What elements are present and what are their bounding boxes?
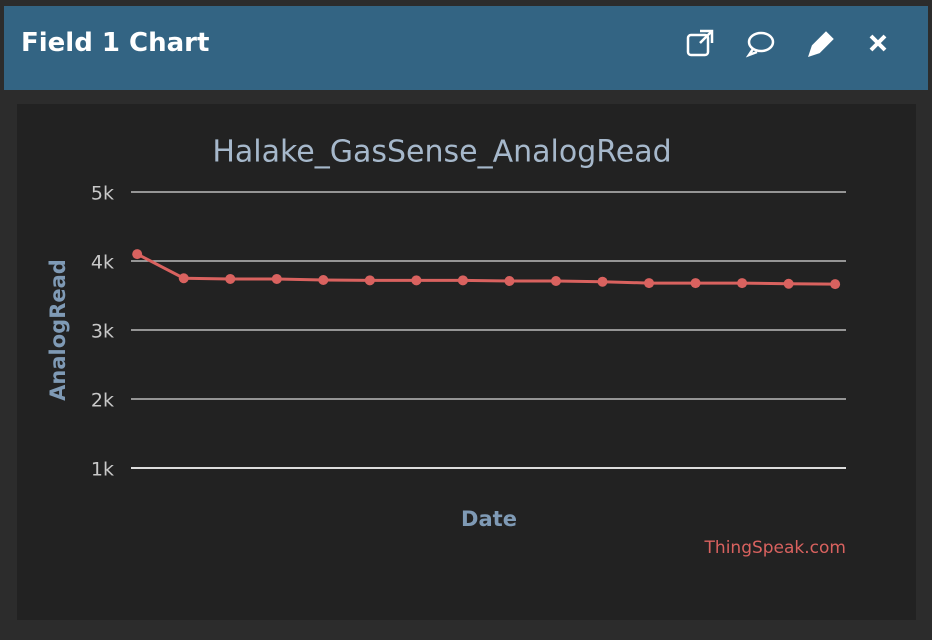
data-point (783, 278, 794, 289)
credit[interactable]: ThingSpeak.com (704, 538, 846, 558)
data-point (690, 278, 701, 289)
open-icon[interactable] (686, 29, 714, 57)
y-axis-title: AnalogRead (46, 259, 70, 401)
y-tick-label: 3k (91, 321, 114, 343)
data-point (178, 273, 189, 284)
comment-icon[interactable] (745, 31, 775, 58)
data-point (225, 273, 236, 284)
panel-title: Field 1 Chart (21, 28, 210, 58)
x-axis-title: Date (461, 507, 517, 531)
data-point (132, 249, 143, 260)
data-point (597, 276, 608, 287)
data-point (364, 275, 375, 286)
data-point (550, 276, 561, 287)
data-point (737, 278, 748, 289)
panel-header: Field 1 Chart (4, 6, 928, 90)
data-line (136, 252, 836, 286)
header-icons (686, 29, 887, 58)
y-tick-label: 5k (91, 183, 114, 205)
chart-background (17, 104, 916, 620)
edit-icon[interactable] (808, 31, 834, 57)
y-tick-label: 1k (91, 459, 114, 481)
data-point (271, 273, 282, 284)
data-point (318, 274, 329, 285)
data-point (504, 276, 515, 287)
data-point (644, 278, 655, 289)
close-icon[interactable] (869, 34, 887, 52)
y-tick-label: 4k (91, 252, 114, 274)
data-point (411, 275, 422, 286)
data-point (830, 279, 841, 290)
chart-title: Halake_GasSense_AnalogRead (212, 135, 671, 170)
data-point (457, 275, 468, 286)
y-tick-label: 2k (91, 390, 114, 412)
